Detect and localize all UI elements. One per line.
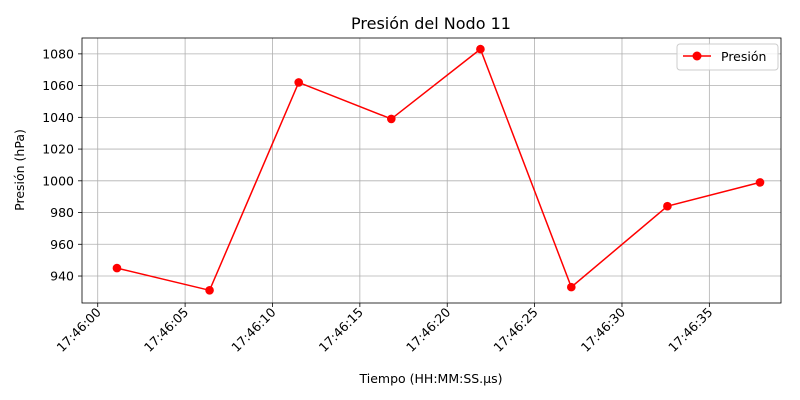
chart-title: Presión del Nodo 11 xyxy=(351,14,511,33)
data-point xyxy=(387,114,396,124)
data-point xyxy=(567,282,576,292)
series-line xyxy=(116,47,761,292)
x-axis: 17:46:00 17:46:05 17:46:10 17:46:15 17:46:20… xyxy=(54,303,715,355)
legend-marker xyxy=(692,51,702,61)
x-tick-label: 17:46:10 xyxy=(228,304,278,354)
plot-frame xyxy=(81,37,782,304)
y-tick-label: 980 xyxy=(50,205,74,220)
x-tick-label: 17:46:05 xyxy=(141,305,191,355)
legend-entry-label: Presión xyxy=(721,49,766,64)
data-point xyxy=(205,286,214,295)
data-point xyxy=(476,44,485,54)
x-tick-label: 17:46:00 xyxy=(54,304,104,354)
data-point xyxy=(755,178,765,187)
legend: Presión xyxy=(676,43,779,71)
y-axis-label: Presión (hPa) xyxy=(12,129,27,211)
y-tick-label: 1060 xyxy=(42,78,74,93)
data-point xyxy=(663,201,672,211)
x-tick-label: 17:46:30 xyxy=(578,304,628,354)
y-tick-label: 1000 xyxy=(42,173,74,188)
y-tick-label: 1020 xyxy=(42,142,74,157)
x-tick-label: 17:46:20 xyxy=(403,304,453,354)
y-tick-label: 1040 xyxy=(42,110,74,125)
data-point xyxy=(112,263,122,273)
y-axis: 940 960 980 1000 1020 1040 1060 1080 xyxy=(42,46,82,284)
x-axis-label: Tiempo (HH:MM:SS.µs) xyxy=(359,371,503,386)
y-tick-label: 1080 xyxy=(42,46,74,61)
series-layer xyxy=(112,44,765,295)
x-tick-label: 17:46:25 xyxy=(490,305,540,355)
data-point xyxy=(294,78,303,87)
y-tick-label: 960 xyxy=(50,237,74,252)
x-tick-label: 17:46:35 xyxy=(665,305,715,355)
x-tick-label: 17:46:15 xyxy=(316,305,366,355)
legend-box xyxy=(676,43,779,71)
y-tick-label: 940 xyxy=(50,269,74,284)
grid xyxy=(82,38,781,303)
